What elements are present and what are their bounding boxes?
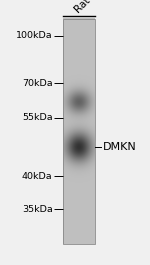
Text: 35kDa: 35kDa	[22, 205, 52, 214]
Bar	[63, 19, 94, 244]
Text: 40kDa: 40kDa	[22, 172, 52, 181]
Text: 70kDa: 70kDa	[22, 79, 52, 88]
Text: 55kDa: 55kDa	[22, 113, 52, 122]
Text: DMKN: DMKN	[103, 142, 136, 152]
Text: 100kDa: 100kDa	[16, 31, 52, 40]
Text: Rat lung: Rat lung	[73, 0, 111, 15]
